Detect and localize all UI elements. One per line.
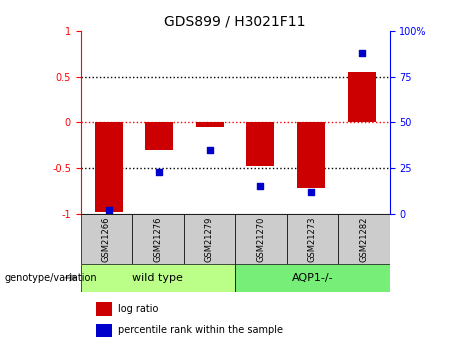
Bar	[95, 122, 123, 212]
Point	[155, 169, 163, 175]
FancyBboxPatch shape	[132, 214, 183, 264]
Bar	[297, 122, 325, 188]
Bar	[96, 302, 112, 316]
Point	[257, 184, 264, 189]
FancyBboxPatch shape	[235, 214, 287, 264]
FancyBboxPatch shape	[81, 264, 235, 292]
Text: GSM21276: GSM21276	[154, 216, 162, 262]
Bar	[96, 324, 112, 337]
FancyBboxPatch shape	[81, 214, 132, 264]
Bar	[145, 122, 173, 150]
Point	[105, 207, 112, 213]
FancyBboxPatch shape	[287, 214, 338, 264]
Text: GSM21279: GSM21279	[205, 216, 214, 262]
Point	[206, 147, 213, 153]
Point	[358, 50, 365, 56]
Text: GSM21266: GSM21266	[102, 216, 111, 262]
Text: genotype/variation: genotype/variation	[5, 273, 97, 283]
Text: wild type: wild type	[132, 273, 183, 283]
Text: AQP1-/-: AQP1-/-	[291, 273, 333, 283]
Bar	[247, 122, 274, 166]
FancyBboxPatch shape	[338, 214, 390, 264]
Point	[307, 189, 315, 195]
Text: percentile rank within the sample: percentile rank within the sample	[118, 325, 283, 335]
Title: GDS899 / H3021F11: GDS899 / H3021F11	[165, 14, 306, 29]
Text: GSM21282: GSM21282	[359, 216, 368, 262]
Text: GSM21270: GSM21270	[256, 216, 266, 262]
FancyBboxPatch shape	[235, 264, 390, 292]
Bar	[348, 72, 376, 122]
Text: GSM21273: GSM21273	[308, 216, 317, 262]
FancyBboxPatch shape	[183, 214, 235, 264]
Bar	[196, 122, 224, 127]
Text: log ratio: log ratio	[118, 304, 158, 314]
